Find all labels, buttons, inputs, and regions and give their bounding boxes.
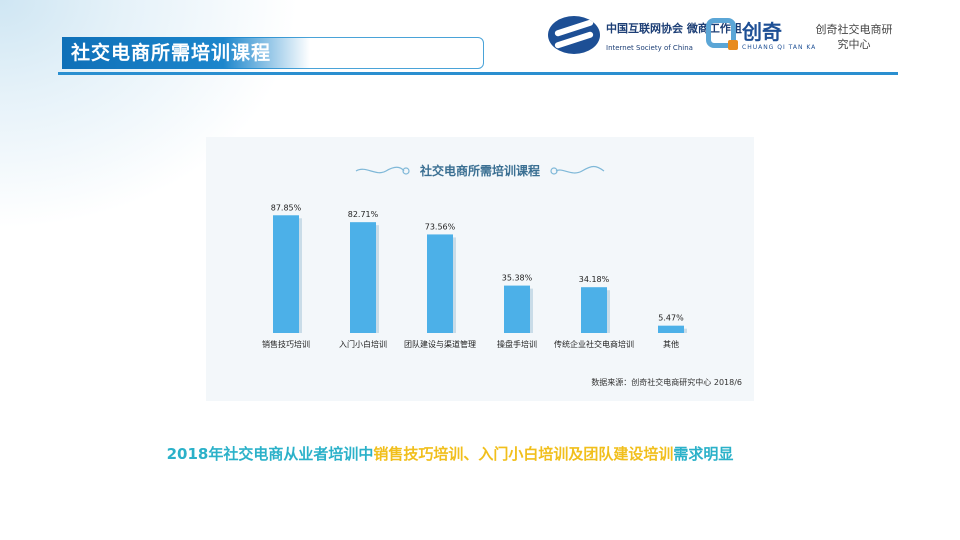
chart-title-ornament-right (550, 165, 605, 175)
title-banner: 社交电商所需培训课程 (62, 37, 484, 69)
category-label: 入门小白培训 (339, 339, 387, 349)
internet-society-emblem-icon (548, 16, 600, 54)
caption-part-1: 2018年社交电商从业者培训中 (166, 445, 374, 463)
source-note: 数据来源：创奇社交电商研究中心 2018/6 (591, 377, 742, 387)
bar-shadow (684, 328, 687, 333)
bar (504, 285, 530, 333)
chuangqi-q-icon (706, 18, 738, 50)
chart-title-ornament-left (355, 166, 410, 175)
bar-value-label: 5.47% (658, 314, 684, 323)
internet-society-logo: 中国互联网协会 微商工作组 Internet Society of China (548, 14, 742, 58)
bar-shadow (607, 290, 610, 333)
page-title: 社交电商所需培训课程 (71, 42, 272, 64)
bar-shadow (299, 218, 302, 333)
bar-shadow (530, 288, 533, 333)
caption-highlight: 销售技巧培训、入门小白培训及团队建设培训 (373, 445, 674, 463)
bar-value-label: 87.85% (271, 203, 302, 212)
bar (658, 325, 684, 333)
bar-chart: 社交电商所需培训课程 87.85% 销售技巧培训 82.71% 入门小白培训 73.56… (262, 163, 742, 387)
chuangqi-label: 创奇社交电商研究中心 (815, 23, 893, 51)
category-label: 团队建设与渠道管理 (404, 339, 476, 349)
bar-value-label: 35.38% (502, 274, 533, 283)
chuangqi-name-cn: 创奇 (742, 20, 782, 44)
category-label: 传统企业社交电商培训 (554, 339, 634, 349)
chart-title: 社交电商所需培训课程 (419, 163, 540, 178)
caption-part-3: 需求明显 (673, 445, 734, 463)
chuangqi-logo: 创奇 CHUANG QI TAN KA 创奇社交电商研究中心 (706, 14, 896, 58)
bar-shadow (376, 225, 379, 333)
chart-panel: 社交电商所需培训课程 87.85% 销售技巧培训 82.71% 入门小白培训 73.56… (206, 137, 754, 401)
chuangqi-name-en: CHUANG QI TAN KA (742, 44, 817, 51)
bar (273, 215, 299, 333)
internet-society-name-en: Internet Society of China (606, 44, 693, 52)
bar (350, 222, 376, 333)
bar-shadow (453, 237, 456, 333)
bar (427, 234, 453, 333)
category-label: 销售技巧培训 (262, 339, 310, 349)
bar-value-label: 82.71% (348, 210, 379, 219)
category-label: 操盘手培训 (497, 339, 537, 349)
bar-series: 87.85% 销售技巧培训 82.71% 入门小白培训 73.56% 团队建设与渠道管理 3… (262, 203, 687, 349)
category-label: 其他 (663, 339, 679, 349)
caption: 2018年社交电商从业者培训中销售技巧培训、入门小白培训及团队建设培训需求明显 (0, 443, 900, 464)
bar-value-label: 34.18% (579, 275, 610, 284)
header-divider (58, 72, 898, 75)
bar (581, 287, 607, 333)
bar-value-label: 73.56% (425, 222, 456, 231)
